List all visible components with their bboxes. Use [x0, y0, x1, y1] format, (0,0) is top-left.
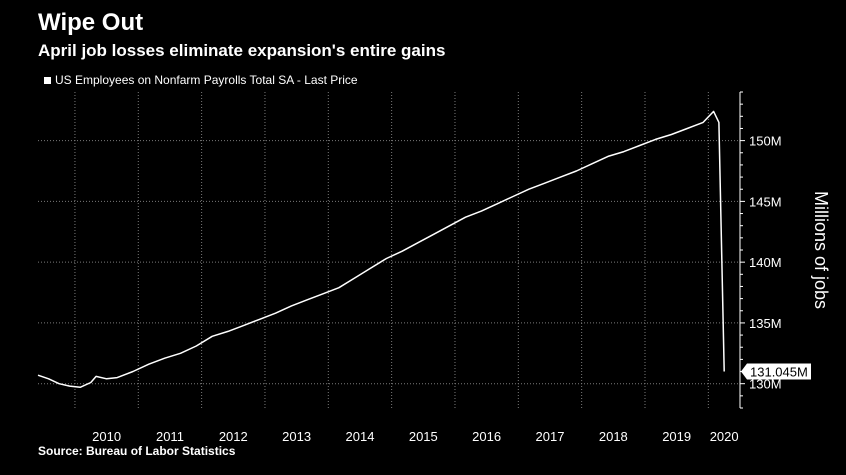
x-tick-label: 2017: [536, 429, 565, 444]
y-axis-title: Millions of jobs: [811, 191, 831, 309]
series-line: [37, 110, 725, 389]
chart-subtitle: April job losses eliminate expansion's e…: [38, 41, 446, 60]
y-tick-label: 150M: [749, 134, 782, 149]
x-tick-label: 2016: [472, 429, 501, 444]
x-tick-label: 2014: [346, 429, 375, 444]
x-tick-label: 2019: [662, 429, 691, 444]
x-tick-label: 2012: [219, 429, 248, 444]
x-tick-label: 2020: [710, 429, 739, 444]
x-tick-label: 2010: [92, 429, 121, 444]
x-tick-label: 2015: [409, 429, 438, 444]
x-tick-label: 2013: [282, 429, 311, 444]
y-tick-label: 135M: [749, 316, 782, 331]
y-tick-label: 140M: [749, 255, 782, 270]
last-value-tag: [741, 363, 811, 380]
x-tick-label: 2011: [156, 429, 184, 444]
x-tick-label: 2018: [599, 429, 628, 444]
chart-title: Wipe Out: [38, 9, 144, 36]
last-value-label: 131.045M: [750, 365, 808, 380]
y-tick-label: 130M: [749, 377, 782, 392]
legend: US Employees on Nonfarm Payrolls Total S…: [44, 73, 358, 87]
y-tick-label: 145M: [749, 194, 782, 209]
source-note: Source: Bureau of Labor Statistics: [38, 444, 236, 458]
legend-label: US Employees on Nonfarm Payrolls Total S…: [55, 73, 358, 87]
legend-swatch: [44, 76, 51, 84]
